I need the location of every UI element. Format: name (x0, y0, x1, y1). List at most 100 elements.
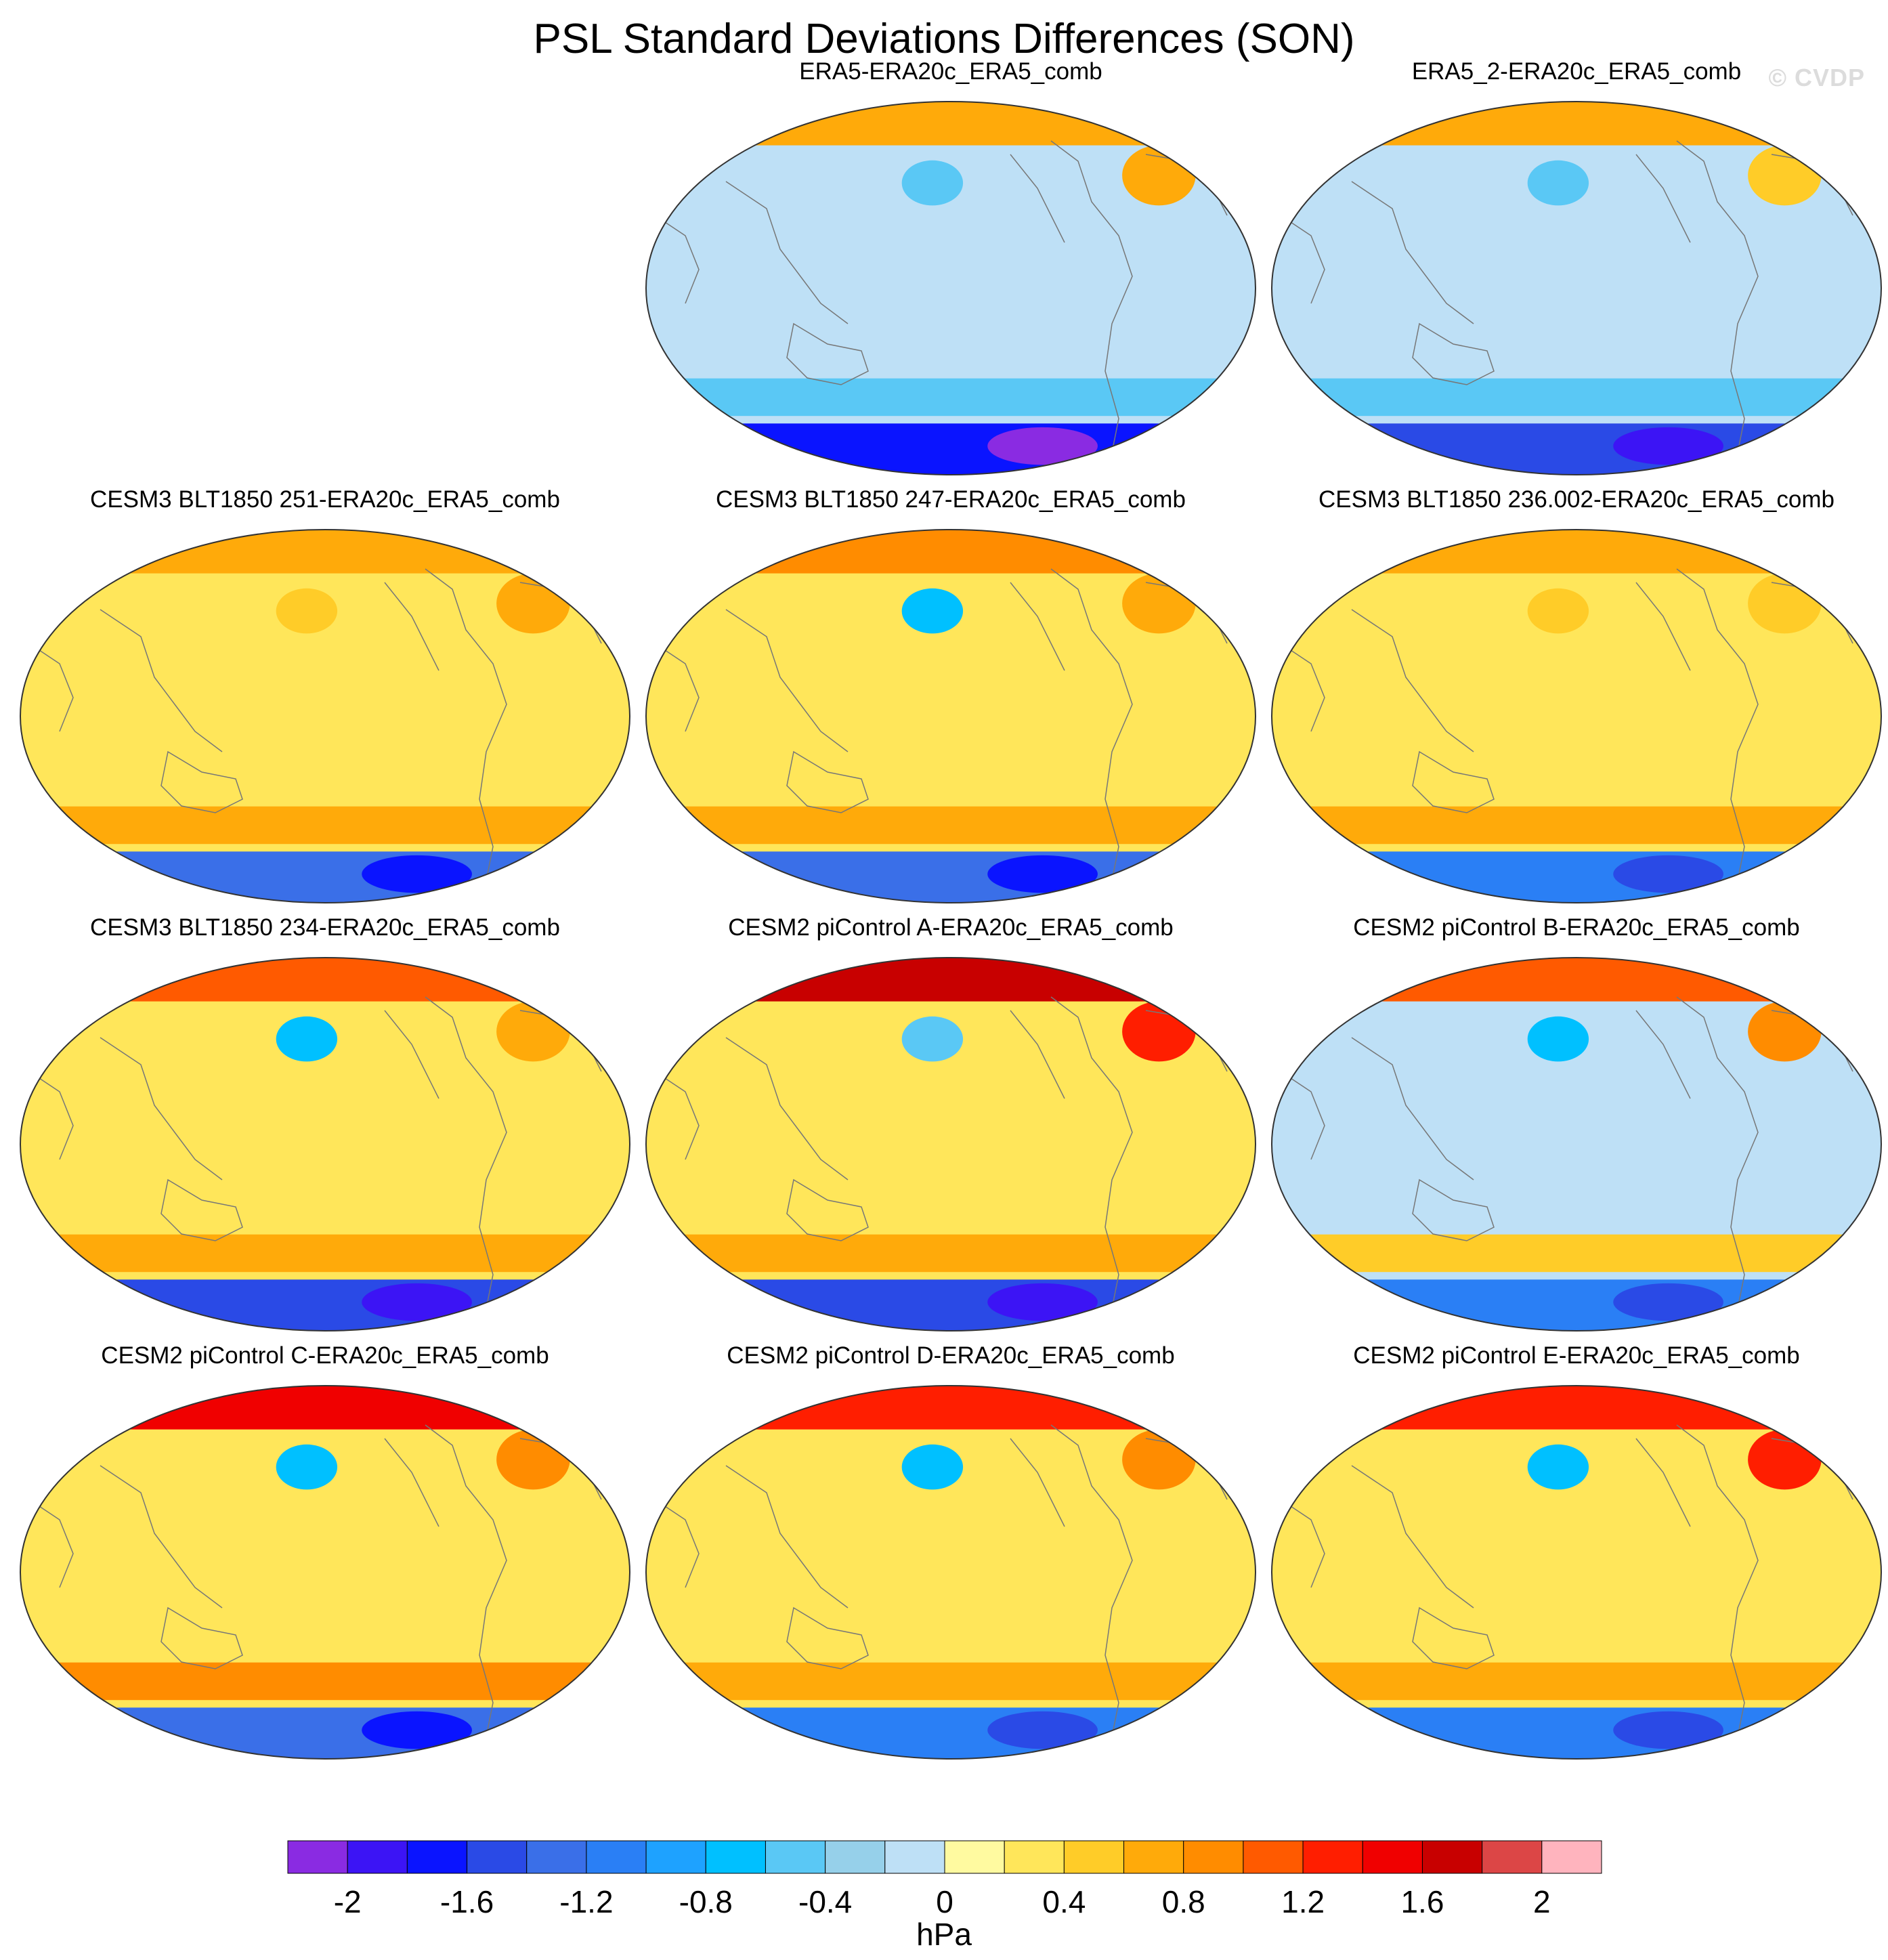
map-panel (1271, 957, 1882, 1331)
map-panel (645, 101, 1256, 475)
colorbar-tick-label: 1.6 (1400, 1884, 1444, 1919)
north-atlantic-anomaly (496, 1429, 570, 1490)
coastline (1676, 140, 1759, 453)
colorbar-swatch (586, 1840, 647, 1874)
coastline (1635, 1010, 1691, 1099)
coastline (1676, 568, 1759, 881)
coastline (1050, 996, 1133, 1309)
coastline (1050, 568, 1133, 881)
coastline (1635, 1438, 1691, 1527)
colorbar-swatch (944, 1840, 1005, 1874)
north-pacific-anomaly (276, 588, 338, 634)
coastline (384, 1438, 439, 1527)
panel-title: CESM2 piControl C-ERA20c_ERA5_comb (101, 1342, 549, 1369)
colorbar-swatch (1421, 1840, 1483, 1874)
south-ocean-band (1272, 806, 1881, 845)
colorbar-swatch (1243, 1840, 1304, 1874)
north-atlantic-anomaly (1748, 1001, 1822, 1062)
coastline (786, 750, 869, 813)
coastline (160, 1178, 243, 1241)
coastline (1412, 1178, 1495, 1241)
antarctic-core-anomaly (987, 1283, 1098, 1321)
south-ocean-band (1272, 378, 1881, 417)
panel-title: CESM2 piControl B-ERA20c_ERA5_comb (1353, 914, 1800, 941)
map-outline (20, 1385, 630, 1760)
coastline (1412, 750, 1495, 813)
north-pacific-anomaly (901, 588, 964, 634)
coastline (1412, 1606, 1495, 1669)
panel-title: ERA5-ERA20c_ERA5_comb (799, 58, 1102, 85)
south-ocean-band (20, 806, 630, 845)
colorbar-tick-label: 1.2 (1281, 1884, 1325, 1919)
north-atlantic-anomaly (496, 573, 570, 634)
panel-title: CESM3 BLT1850 236.002-ERA20c_ERA5_comb (1318, 486, 1835, 513)
coastline (1351, 181, 1474, 324)
map-outline (1271, 957, 1882, 1331)
coastline (100, 1037, 223, 1180)
colorbar-swatch (825, 1840, 886, 1874)
coastline (786, 322, 869, 385)
south-ocean-band (1272, 1234, 1881, 1273)
colorbar-swatch (347, 1840, 408, 1874)
antarctic-core-anomaly (1613, 427, 1723, 465)
map-outline (1271, 101, 1882, 475)
coastline (664, 221, 700, 304)
north-pacific-anomaly (1527, 1444, 1589, 1490)
colorbar-swatch (645, 1840, 706, 1874)
colorbar-swatch (1302, 1840, 1363, 1874)
coastline (425, 996, 507, 1309)
map-panel (20, 957, 630, 1331)
arctic-band (646, 1386, 1256, 1430)
colorbar-swatch (1183, 1840, 1244, 1874)
coastline (1351, 609, 1474, 752)
coastline (1676, 1424, 1759, 1737)
antarctic-core-anomaly (1613, 1711, 1723, 1749)
north-atlantic-anomaly (1122, 573, 1196, 634)
south-ocean-band (646, 1662, 1256, 1701)
colorbar-units: hPa (916, 1917, 972, 1952)
panel-title: CESM3 BLT1850 251-ERA20c_ERA5_comb (90, 486, 560, 513)
north-pacific-anomaly (1527, 588, 1589, 634)
coastline (160, 750, 243, 813)
arctic-band (20, 1386, 630, 1430)
colorbar-tick-label: -0.4 (798, 1884, 852, 1919)
coastline (425, 568, 507, 881)
coastline (1290, 1506, 1325, 1588)
colorbar-swatch (467, 1840, 528, 1874)
north-atlantic-anomaly (1748, 145, 1822, 206)
colorbar-swatch (765, 1840, 826, 1874)
map-panel (645, 1385, 1256, 1760)
coastline (39, 1506, 74, 1588)
north-pacific-anomaly (901, 160, 964, 206)
north-pacific-anomaly (276, 1016, 338, 1062)
coastline (384, 582, 439, 671)
coastline (725, 1037, 849, 1180)
map-panel (645, 529, 1256, 903)
coastline (1010, 1010, 1065, 1099)
north-pacific-anomaly (901, 1016, 964, 1062)
colorbar-tick-label: 0.8 (1162, 1884, 1205, 1919)
north-atlantic-anomaly (496, 1001, 570, 1062)
coastline (1412, 322, 1495, 385)
antarctic-core-anomaly (362, 1283, 472, 1321)
coastline (1676, 996, 1759, 1309)
coastline (39, 1078, 74, 1160)
coastline (725, 1465, 849, 1609)
south-ocean-band (20, 1234, 630, 1273)
antarctic-core-anomaly (987, 855, 1098, 893)
coastline (1010, 154, 1065, 243)
arctic-band (646, 102, 1256, 146)
map-outline (645, 1385, 1256, 1760)
map-outline (645, 529, 1256, 903)
colorbar-tick-label: -0.8 (679, 1884, 733, 1919)
arctic-band (1272, 1386, 1881, 1430)
map-panel (1271, 1385, 1882, 1760)
colorbar-swatch (884, 1840, 945, 1874)
coastline (1290, 1078, 1325, 1160)
antarctic-core-anomaly (362, 855, 472, 893)
north-pacific-anomaly (1527, 1016, 1589, 1062)
panel-title: CESM3 BLT1850 234-ERA20c_ERA5_comb (90, 914, 560, 941)
coastline (100, 1465, 223, 1609)
coastline (1050, 140, 1133, 453)
map-outline (20, 529, 630, 903)
